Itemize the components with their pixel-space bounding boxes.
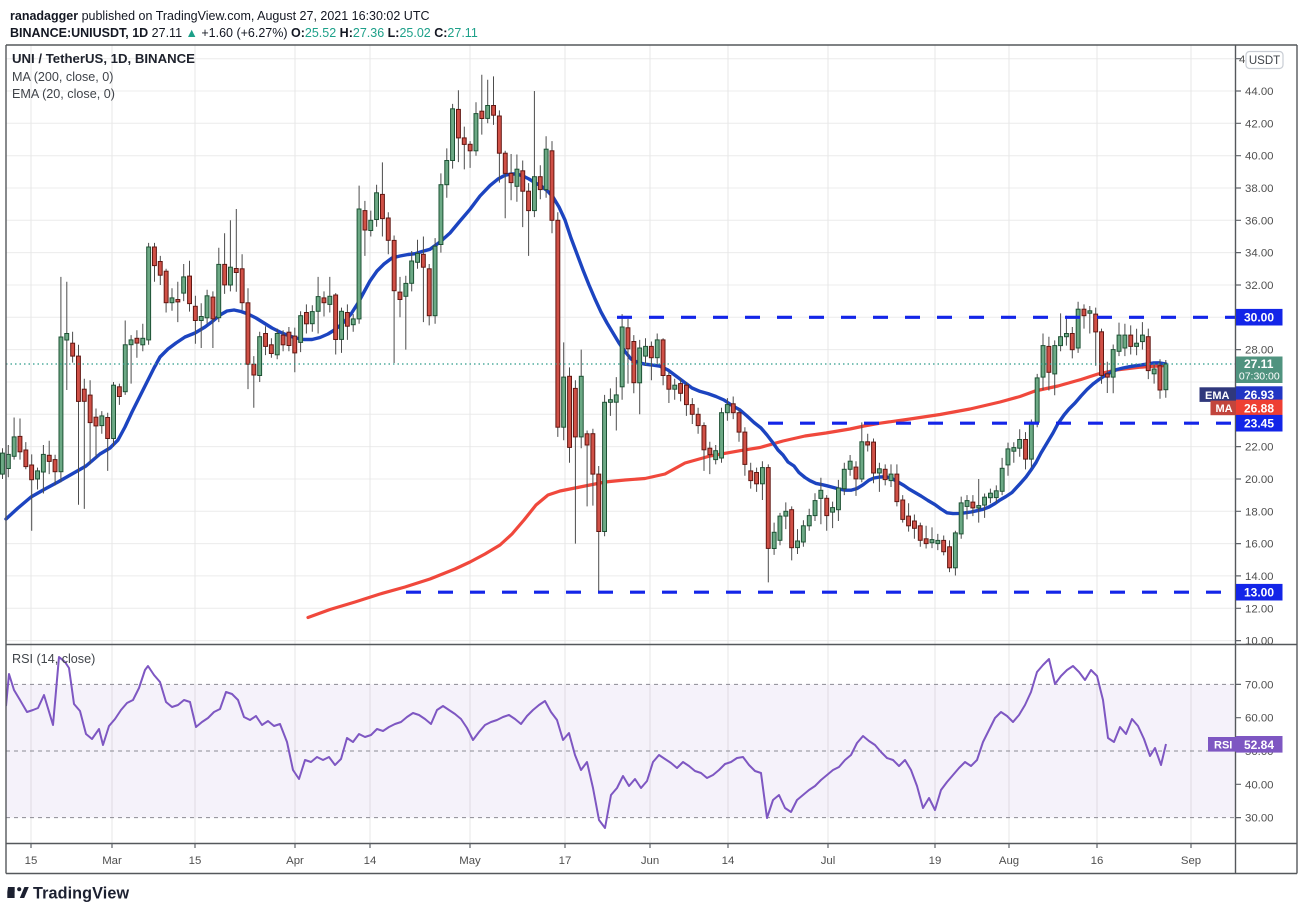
svg-text:MA (200, close, 0): MA (200, close, 0) [12, 70, 114, 84]
svg-text:RSI: RSI [1214, 740, 1232, 752]
svg-text:36.00: 36.00 [1245, 215, 1274, 227]
svg-text:42.00: 42.00 [1245, 118, 1274, 130]
svg-text:40.00: 40.00 [1245, 779, 1274, 791]
svg-text:EMA (20, close, 0): EMA (20, close, 0) [12, 87, 115, 101]
svg-text:10.00: 10.00 [1245, 636, 1274, 648]
svg-text:23.45: 23.45 [1244, 417, 1274, 431]
svg-text:15: 15 [189, 855, 202, 867]
svg-text:Sep: Sep [1181, 855, 1201, 867]
svg-text:MA: MA [1216, 403, 1233, 415]
svg-text:60.00: 60.00 [1245, 713, 1274, 725]
svg-text:70.00: 70.00 [1245, 679, 1274, 691]
svg-text:17: 17 [559, 855, 572, 867]
svg-text:19: 19 [929, 855, 942, 867]
svg-text:13.00: 13.00 [1244, 586, 1274, 600]
svg-text:ranadagger published on Tradin: ranadagger published on TradingView.com,… [10, 9, 430, 23]
svg-text:TradingView: TradingView [33, 885, 129, 903]
svg-text:30.00: 30.00 [1245, 813, 1274, 825]
svg-text:26.88: 26.88 [1244, 401, 1274, 415]
svg-text:32.00: 32.00 [1245, 280, 1274, 292]
svg-text:40.00: 40.00 [1245, 151, 1274, 163]
svg-text:Aug: Aug [999, 855, 1019, 867]
svg-text:EMA: EMA [1205, 390, 1230, 402]
svg-text:Apr: Apr [286, 855, 304, 867]
svg-text:30.00: 30.00 [1244, 311, 1274, 325]
svg-text:38.00: 38.00 [1245, 183, 1274, 195]
svg-text:16.00: 16.00 [1245, 539, 1274, 551]
svg-text:4: 4 [1239, 54, 1245, 66]
svg-text:28.00: 28.00 [1245, 345, 1274, 357]
svg-text:20.00: 20.00 [1245, 474, 1274, 486]
svg-text:22.00: 22.00 [1245, 442, 1274, 454]
svg-text:14: 14 [722, 855, 735, 867]
svg-text:UNI / TetherUS, 1D, BINANCE: UNI / TetherUS, 1D, BINANCE [12, 51, 195, 66]
svg-text:18.00: 18.00 [1245, 506, 1274, 518]
svg-text:RSI (14, close): RSI (14, close) [12, 652, 95, 666]
svg-text:USDT: USDT [1249, 55, 1280, 67]
svg-text:27.11: 27.11 [1244, 357, 1274, 371]
svg-text:Jun: Jun [641, 855, 659, 867]
svg-text:16: 16 [1091, 855, 1104, 867]
svg-text:34.00: 34.00 [1245, 248, 1274, 260]
svg-text:BINANCE:UNIUSDT, 1D 27.11 ▲ +: BINANCE:UNIUSDT, 1D 27.11 ▲ +1.60 (+6.27… [10, 26, 478, 40]
svg-text:07:30:00: 07:30:00 [1239, 371, 1280, 383]
svg-text:14: 14 [364, 855, 377, 867]
svg-text:15: 15 [25, 855, 38, 867]
svg-text:Mar: Mar [102, 855, 122, 867]
svg-text:12.00: 12.00 [1245, 603, 1274, 615]
svg-text:14.00: 14.00 [1245, 571, 1274, 583]
svg-text:44.00: 44.00 [1245, 86, 1274, 98]
svg-text:May: May [459, 855, 481, 867]
svg-text:52.84: 52.84 [1244, 738, 1274, 752]
svg-text:26.93: 26.93 [1244, 388, 1274, 402]
svg-text:Jul: Jul [821, 855, 836, 867]
